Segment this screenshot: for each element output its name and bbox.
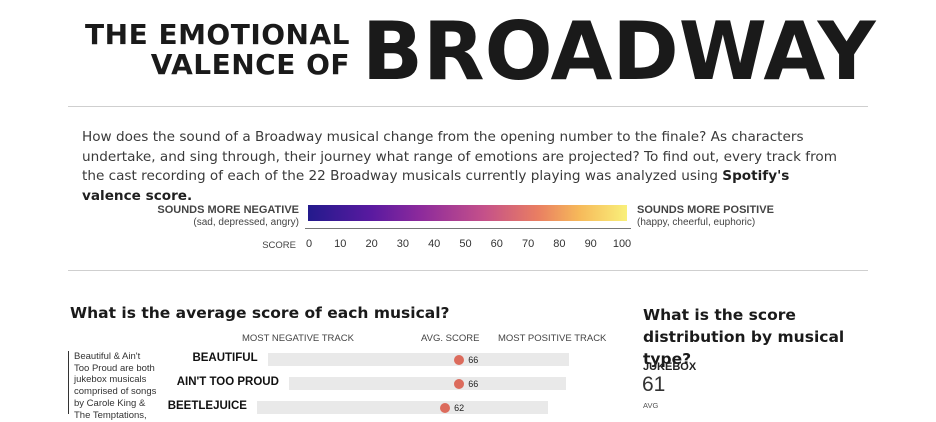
title-line-1: THE EMOTIONAL: [85, 18, 350, 51]
intro-paragraph: How does the sound of a Broadway musical…: [82, 128, 852, 206]
scale-tick-70: 70: [521, 238, 535, 250]
dist-section-heading: What is the score distribution by musica…: [643, 306, 845, 368]
scale-tick-0: 0: [305, 238, 313, 250]
valence-gradient-bar: [308, 205, 627, 221]
musical-range-track: [288, 377, 566, 390]
scale-tick-80: 80: [553, 238, 566, 250]
scale-tick-30: 30: [396, 238, 410, 250]
musical-label: AIN'T TOO PROUD: [176, 376, 279, 388]
scale-axis-line: [305, 228, 631, 229]
musical-avg-dot: [454, 354, 465, 365]
scale-tick-40: 40: [428, 238, 441, 250]
scale-tick-10: 10: [334, 238, 347, 250]
scale-negative-subtitle: (sad, depressed, angry): [193, 217, 299, 228]
musical-range-track: [256, 401, 549, 414]
col-header-avg-score: AVG. SCORE: [421, 333, 480, 344]
musical-label: BEAUTIFUL: [192, 352, 258, 364]
musical-label: BEETLEJUICE: [167, 400, 247, 412]
musical-range-track: [267, 353, 570, 366]
scale-tick-90: 90: [584, 238, 597, 250]
musical-avg-label: 62: [454, 403, 465, 413]
avg-section-heading: What is the average score of each musica…: [70, 304, 450, 322]
divider-top: [68, 106, 868, 107]
scale-negative-title: SOUNDS MORE NEGATIVE: [157, 204, 299, 216]
musical-avg-dot: [440, 402, 451, 413]
title-line-2: VALENCE OF: [150, 48, 350, 81]
col-header-most-positive: MOST POSITIVE TRACK: [498, 333, 607, 344]
scale-tick-100: 100: [612, 238, 632, 250]
jukebox-type-label: JUKEBOX: [643, 361, 697, 373]
musical-avg-label: 66: [468, 355, 479, 365]
scale-tick-50: 50: [459, 238, 472, 250]
intro-text: How does the sound of a Broadway musical…: [82, 129, 837, 184]
jukebox-note: Beautiful & Ain't Too Proud are both juk…: [68, 351, 158, 422]
divider-middle: [68, 270, 868, 271]
scale-tick-60: 60: [490, 238, 503, 250]
intro-spotify-link: Spotify's valence score.: [82, 168, 790, 204]
musical-avg-dot: [454, 378, 465, 389]
jukebox-avg-value: 61: [642, 373, 666, 396]
scale-positive-subtitle: (happy, cheerful, euphoric): [637, 217, 756, 228]
scale-positive-title: SOUNDS MORE POSITIVE: [637, 204, 774, 216]
jukebox-avg-caption: AVG: [643, 401, 659, 410]
scale-score-label: SCORE: [262, 240, 296, 251]
scale-tick-20: 20: [365, 238, 378, 250]
title-main: BROADWAY: [362, 5, 876, 98]
musical-avg-label: 66: [468, 379, 479, 389]
col-header-most-negative: MOST NEGATIVE TRACK: [242, 333, 354, 344]
